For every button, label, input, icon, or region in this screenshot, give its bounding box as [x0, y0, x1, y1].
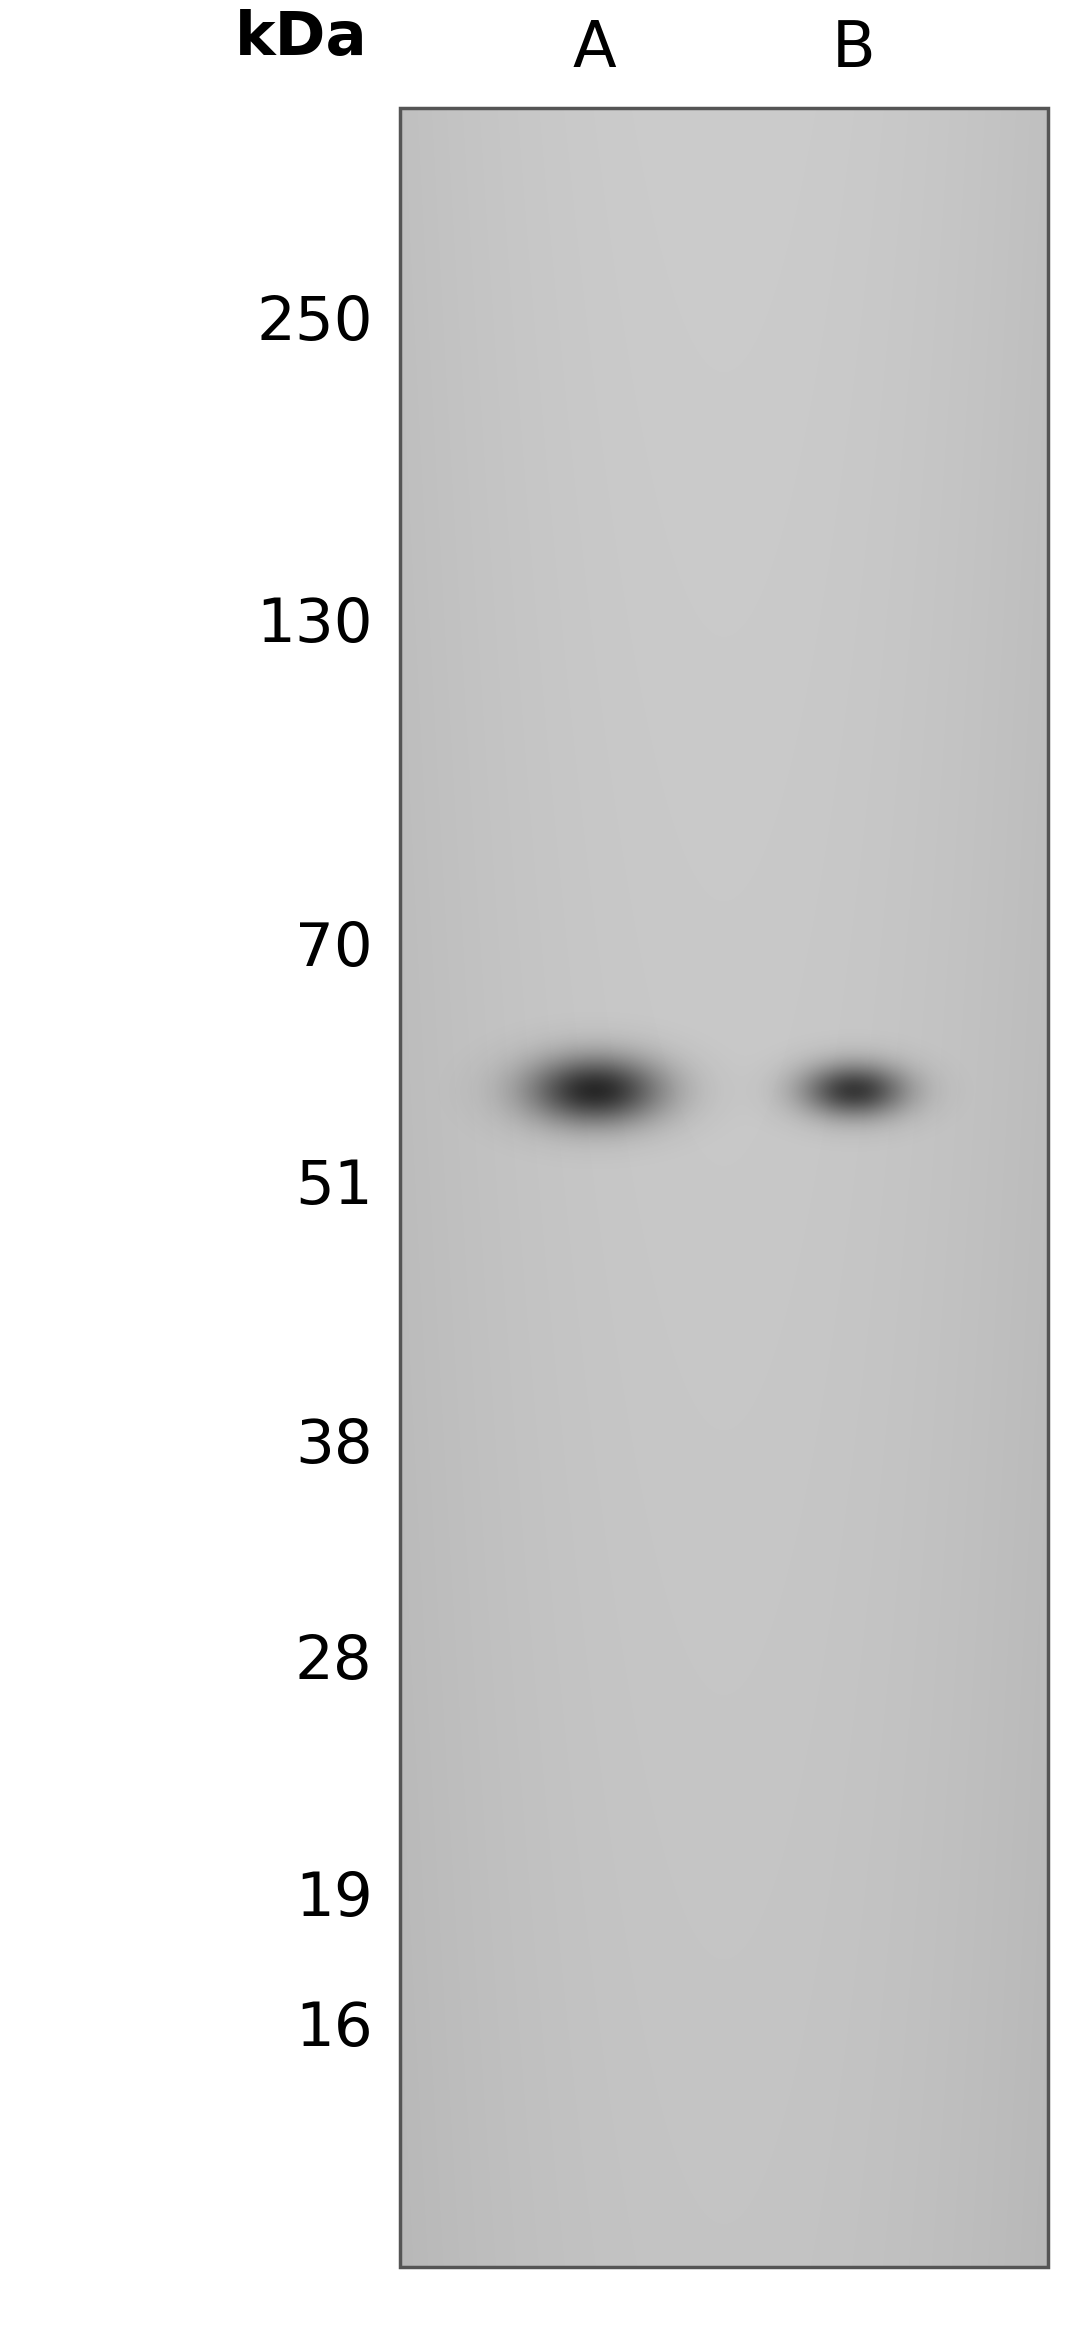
Text: 19: 19: [295, 1871, 373, 1930]
Text: B: B: [832, 19, 875, 80]
Text: 51: 51: [295, 1158, 373, 1216]
Text: kDa: kDa: [234, 9, 367, 68]
Text: 38: 38: [295, 1416, 373, 1477]
Text: 70: 70: [295, 920, 373, 979]
Text: 250: 250: [256, 294, 373, 352]
Bar: [400, 108, 1048, 2266]
Text: 16: 16: [295, 2000, 373, 2059]
Text: 28: 28: [295, 1632, 373, 1691]
Text: 130: 130: [256, 596, 373, 655]
Text: A: A: [572, 19, 616, 80]
